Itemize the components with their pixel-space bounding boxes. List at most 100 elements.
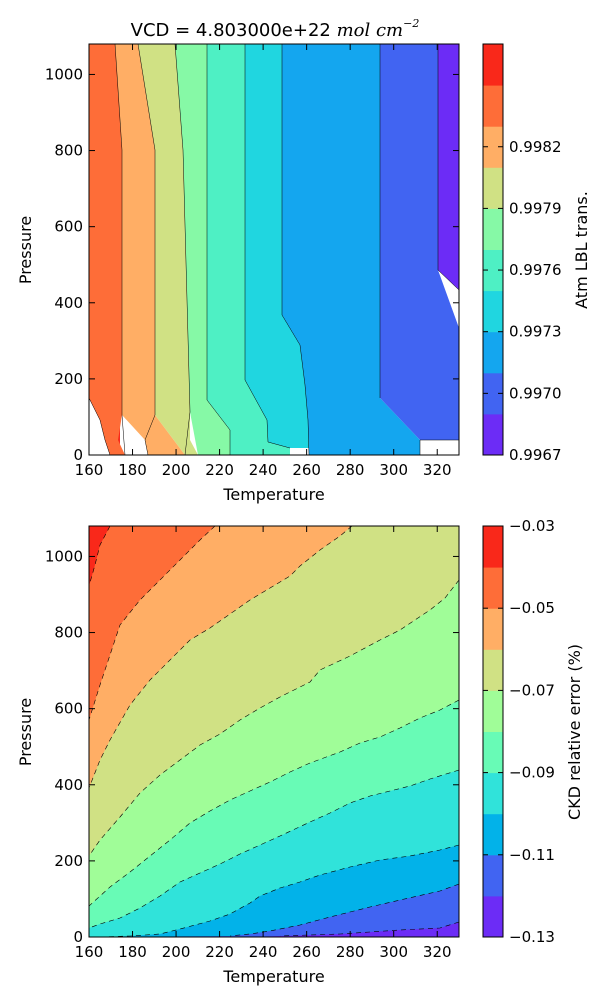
bottom-contour-lines bbox=[89, 526, 459, 937]
bottom-xlabel: Temperature bbox=[222, 967, 324, 986]
top-region-6 bbox=[138, 44, 198, 455]
top-title: VCD = 4.803000e+22 mol cm−2 bbox=[131, 17, 420, 41]
bottom-y-tick-label: 0 bbox=[73, 928, 83, 946]
top-y-tick-label: 400 bbox=[54, 294, 83, 312]
top-contour-line bbox=[206, 44, 231, 455]
bottom-y-tick-label: 400 bbox=[54, 776, 83, 794]
top-colorbar-tick-label: 0.9970 bbox=[509, 384, 562, 402]
bottom-contour-line bbox=[99, 844, 459, 937]
top-contour-line bbox=[419, 439, 459, 455]
top-y-tick-label: 200 bbox=[54, 370, 83, 388]
bottom-region-7 bbox=[89, 526, 352, 788]
bottom-colorbar-swatch bbox=[483, 608, 503, 650]
bottom-colorbar-tick-label: −0.09 bbox=[509, 764, 555, 782]
top-region-5 bbox=[175, 44, 230, 455]
bottom-x-ticks: 160 180 200 220 240 260 280 300 320 bbox=[75, 526, 452, 961]
top-region-7 bbox=[115, 44, 185, 455]
top-colorbar-frame bbox=[482, 43, 504, 456]
bottom-contour-line bbox=[89, 526, 353, 789]
top-colorbar-swatch bbox=[483, 85, 503, 127]
bottom-contour-line bbox=[89, 769, 459, 929]
bottom-y-ticks: 0 200 400 600 800 1000 bbox=[45, 547, 459, 946]
bottom-contour-line bbox=[279, 921, 459, 937]
top-colorbar: 0.9967 0.9970 0.9973 0.9976 0.9979 0.9982 bbox=[482, 43, 562, 464]
top-y-tick-label: 800 bbox=[54, 142, 83, 160]
top-x-tick-label: 280 bbox=[336, 461, 365, 479]
bottom-x-tick-label: 300 bbox=[379, 943, 408, 961]
top-x-ticks: 160 180 200 220 240 260 280 300 320 bbox=[75, 44, 452, 479]
top-colorbar-swatch bbox=[483, 249, 503, 292]
top-colorbar-tick-label: 0.9982 bbox=[509, 138, 562, 156]
bottom-contour-line bbox=[89, 526, 111, 587]
bottom-contour-line bbox=[89, 699, 459, 907]
bottom-x-tick-label: 260 bbox=[292, 943, 321, 961]
bottom-contour-fill bbox=[89, 526, 459, 937]
top-x-tick-label: 320 bbox=[423, 461, 452, 479]
top-region-4 bbox=[207, 44, 290, 455]
top-x-tick-label: 300 bbox=[379, 461, 408, 479]
top-colorbar-swatch bbox=[483, 44, 503, 86]
top-contour-line bbox=[281, 44, 310, 455]
top-x-tick-label: 160 bbox=[75, 461, 104, 479]
top-y-tick-label: 1000 bbox=[45, 65, 83, 83]
top-x-tick-label: 180 bbox=[118, 461, 147, 479]
top-contour-line bbox=[114, 44, 126, 455]
top-colorbar-label: Atm LBL trans. bbox=[572, 191, 591, 309]
top-contour-line bbox=[89, 397, 111, 455]
bottom-colorbar-tick-label: −0.03 bbox=[509, 517, 555, 535]
bottom-colorbar-swatch bbox=[483, 813, 503, 856]
top-region-0 bbox=[438, 44, 459, 290]
top-colorbar-swatch bbox=[483, 413, 503, 456]
bottom-y-tick-label: 800 bbox=[54, 624, 83, 642]
bottom-y-tick-label: 1000 bbox=[45, 547, 83, 565]
bottom-colorbar-tick-label: −0.11 bbox=[509, 846, 555, 864]
bottom-contour-line bbox=[229, 883, 459, 937]
bottom-x-tick-label: 320 bbox=[423, 943, 452, 961]
top-xlabel: Temperature bbox=[222, 485, 324, 504]
top-x-tick-label: 220 bbox=[205, 461, 234, 479]
bottom-axes-frame bbox=[88, 525, 460, 938]
top-contour-line bbox=[174, 44, 191, 455]
top-contour-fill bbox=[89, 44, 459, 455]
top-contour-line bbox=[244, 44, 291, 449]
bottom-colorbar-swatch bbox=[483, 526, 503, 568]
bottom-colorbar-tick-label: −0.05 bbox=[509, 599, 555, 617]
bottom-colorbar: −0.13 −0.11 −0.09 −0.07 −0.05 −0.03 bbox=[482, 517, 555, 946]
top-colorbar-tick-label: 0.9976 bbox=[509, 261, 562, 279]
bottom-x-tick-label: 200 bbox=[162, 943, 191, 961]
bottom-ylabel: Pressure bbox=[16, 698, 35, 766]
bottom-x-tick-label: 180 bbox=[118, 943, 147, 961]
bottom-x-tick-label: 220 bbox=[205, 943, 234, 961]
bottom-colorbar-swatch bbox=[483, 649, 503, 691]
top-colorbar-swatch bbox=[483, 208, 503, 250]
top-y-tick-label: 0 bbox=[73, 446, 83, 464]
top-colorbar-tick-label: 0.9967 bbox=[509, 446, 562, 464]
top-colorbar-swatch bbox=[483, 372, 503, 415]
bottom-contour-line bbox=[89, 526, 216, 721]
plot-bottom: 160 180 200 220 240 260 280 300 320 0 200 400 600 80… bbox=[16, 517, 584, 986]
bottom-colorbar-swatch bbox=[483, 690, 503, 732]
top-region-8 bbox=[89, 44, 125, 455]
top-region-2 bbox=[282, 44, 420, 455]
top-x-tick-label: 260 bbox=[292, 461, 321, 479]
bottom-x-tick-label: 160 bbox=[75, 943, 104, 961]
top-colorbar-swatch bbox=[483, 167, 503, 209]
bottom-y-tick-label: 600 bbox=[54, 700, 83, 718]
top-y-ticks: 0 200 400 600 800 1000 bbox=[45, 65, 459, 464]
top-contour-lines bbox=[89, 44, 459, 455]
top-x-tick-label: 200 bbox=[162, 461, 191, 479]
top-colorbar-swatch bbox=[483, 126, 503, 168]
bottom-colorbar-tick-label: −0.07 bbox=[509, 681, 555, 699]
bottom-region-8 bbox=[89, 526, 215, 720]
plot-top: VCD = 4.803000e+22 mol cm−2 bbox=[16, 17, 591, 504]
bottom-y-tick-label: 200 bbox=[54, 852, 83, 870]
top-axes-frame bbox=[88, 43, 460, 456]
top-colorbar-swatch bbox=[483, 331, 503, 374]
bottom-colorbar-frame bbox=[482, 525, 504, 938]
bottom-x-tick-label: 240 bbox=[249, 943, 278, 961]
top-x-tick-label: 240 bbox=[249, 461, 278, 479]
top-colorbar-tick-label: 0.9979 bbox=[509, 199, 562, 217]
bottom-colorbar-label: CKD relative error (%) bbox=[565, 644, 584, 820]
top-ylabel: Pressure bbox=[16, 216, 35, 284]
